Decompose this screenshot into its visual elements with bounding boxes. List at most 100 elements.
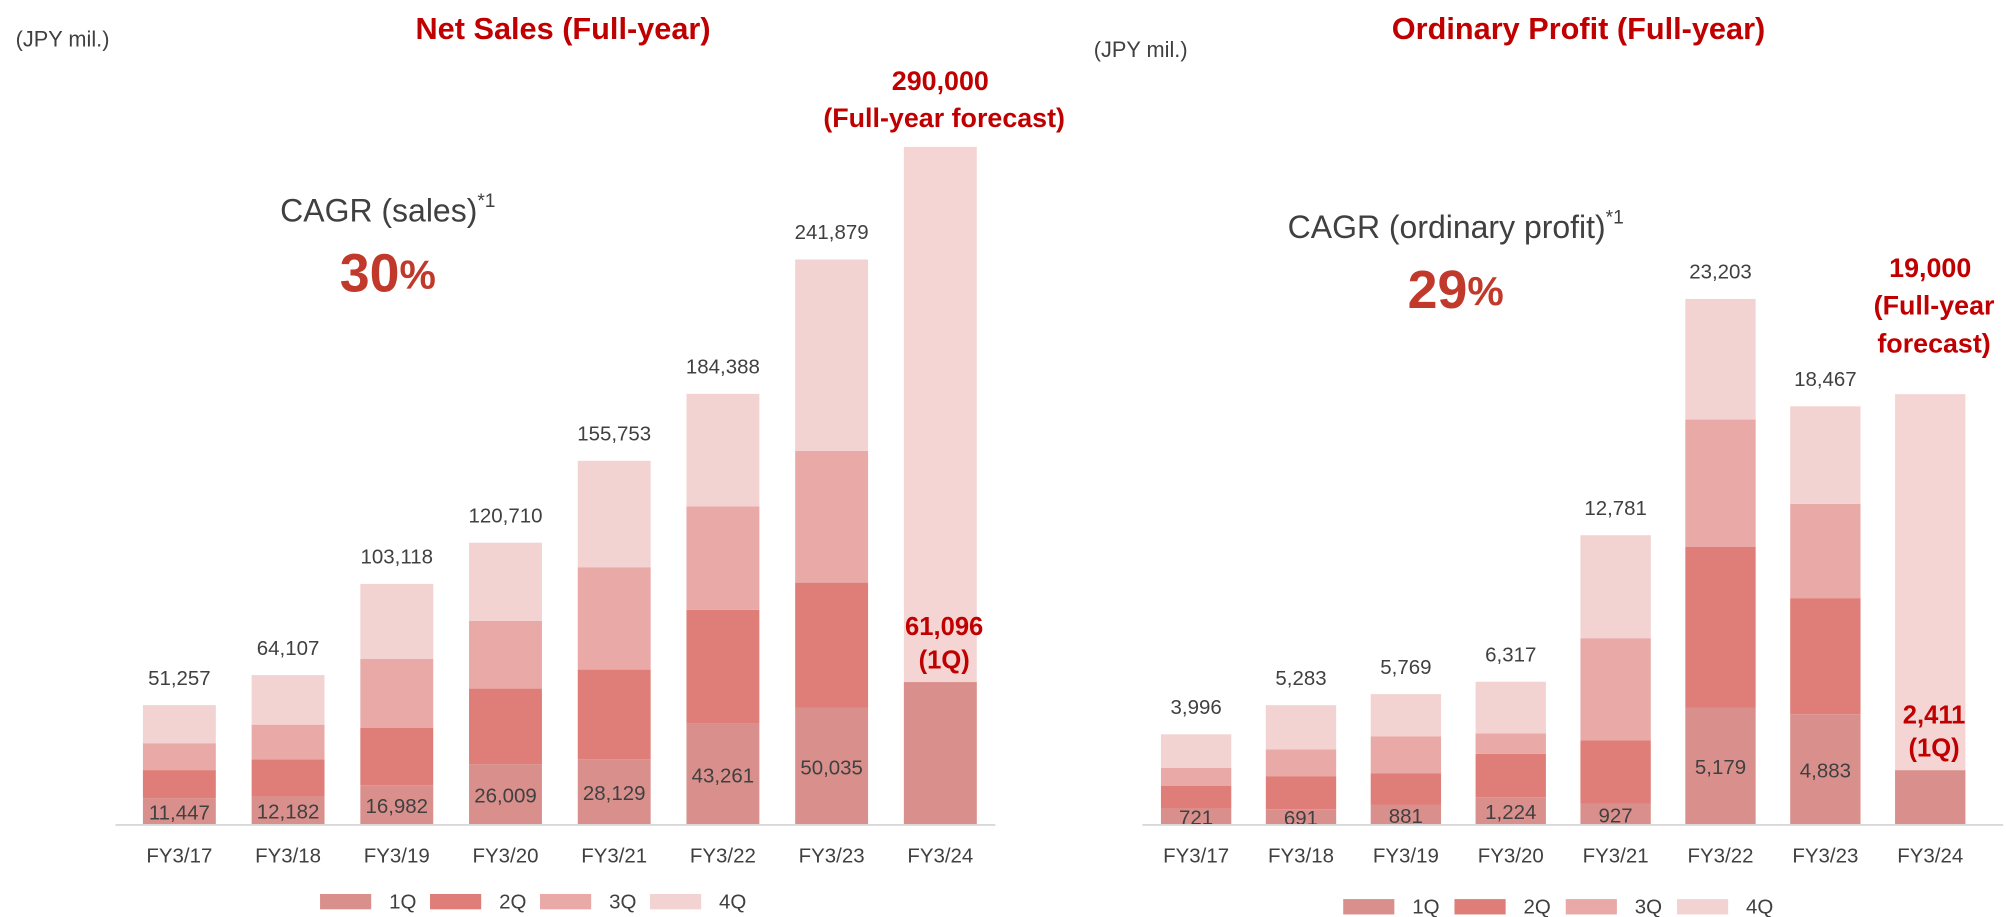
total-label: 18,467 [1794, 368, 1857, 391]
unit-label: (JPY mil.) [1094, 37, 1188, 62]
bar-segment [577, 759, 651, 825]
current-label: 2,411 [1903, 701, 1966, 729]
cagr-text: CAGR (sales) [280, 193, 477, 229]
legend-label: 2Q [499, 890, 526, 913]
x-tick-label: FY3/18 [1268, 844, 1334, 867]
bar-segment [251, 675, 325, 725]
bar-segment [1475, 753, 1546, 798]
bar-segment [1790, 598, 1861, 715]
bar-segment [1475, 681, 1546, 734]
cagr-value: 29% [1408, 260, 1504, 320]
bar-segment [1580, 638, 1651, 741]
cagr-label: CAGR (sales)*1 [280, 191, 495, 229]
segment-label: 927 [1599, 804, 1633, 827]
legend-label: 4Q [1746, 895, 1773, 917]
forecast-note: (Full-year [1874, 290, 1995, 320]
bar-segment [795, 450, 869, 583]
bar-segment [1580, 535, 1651, 639]
legend-label: 4Q [719, 890, 746, 913]
chart-title: Net Sales (Full-year) [416, 11, 711, 46]
bar-segment [1790, 503, 1861, 599]
legend-label: 1Q [389, 890, 416, 913]
segment-label: 721 [1179, 807, 1213, 830]
current-note: (1Q) [919, 646, 970, 674]
bar-segment [251, 796, 325, 825]
bar-segment [1370, 773, 1442, 805]
bar-segment [1475, 797, 1546, 825]
bar-segment [577, 669, 651, 760]
cagr-note: *1 [477, 191, 495, 212]
segment-label: 881 [1389, 805, 1423, 828]
bar-segment [1685, 419, 1756, 547]
bar-segment [251, 759, 325, 797]
legend-swatch [1565, 899, 1617, 915]
bar-segment [469, 620, 542, 689]
forecast-note: forecast) [1877, 329, 1990, 359]
x-tick-label: FY3/24 [1897, 844, 1963, 867]
total-label: 23,203 [1689, 261, 1752, 284]
segment-label: 4,883 [1800, 760, 1851, 783]
x-tick-label: FY3/23 [799, 844, 865, 867]
segment-label: 43,261 [692, 764, 755, 787]
bar-segment [360, 583, 434, 659]
segment-label: 12,182 [257, 801, 320, 824]
legend-swatch [1343, 899, 1395, 915]
legend-swatch [650, 893, 702, 910]
bar-segment [577, 567, 651, 670]
segment-label: 1,224 [1485, 801, 1536, 824]
segment-label: 28,129 [583, 782, 646, 805]
total-label: 103,118 [361, 546, 433, 569]
cagr-unit: % [400, 251, 436, 297]
bar-segment [903, 682, 977, 825]
bar-segment [577, 460, 651, 568]
bar-segment [1790, 406, 1861, 504]
x-tick-label: FY3/19 [1373, 844, 1439, 867]
x-tick-label: FY3/19 [364, 844, 430, 867]
total-label: 184,388 [686, 356, 760, 379]
forecast-note: (Full-year forecast) [823, 103, 1065, 133]
bar-segment [360, 785, 434, 825]
current-label: 61,096 [905, 613, 983, 641]
segment-label: 11,447 [149, 801, 210, 824]
total-label: 12,781 [1584, 497, 1647, 520]
bar-segment [1370, 694, 1442, 737]
total-label: 155,753 [577, 423, 651, 446]
total-label: 51,257 [148, 667, 211, 690]
cagr-unit: % [1467, 268, 1503, 314]
bar-segment [686, 723, 760, 825]
forecast-label: 19,000 [1889, 253, 1971, 283]
total-label: 64,107 [257, 637, 320, 660]
bar-segment [1580, 740, 1651, 804]
segment-label: 16,982 [366, 795, 429, 818]
bar-segment [1160, 785, 1232, 809]
legend-label: 1Q [1412, 895, 1439, 917]
bar-segment [795, 259, 869, 451]
bar-segment [1160, 767, 1232, 786]
bar-segment [360, 658, 434, 728]
legend-swatch [1677, 899, 1729, 915]
bar-segment [686, 506, 760, 610]
bar-segment [142, 770, 216, 799]
x-tick-label: FY3/22 [690, 844, 756, 867]
cagr-number: 29 [1408, 260, 1468, 320]
x-tick-label: FY3/23 [1792, 844, 1858, 867]
x-tick-label: FY3/24 [907, 844, 973, 867]
x-tick-label: FY3/21 [581, 844, 647, 867]
bar-segment [1265, 705, 1337, 750]
legend-label: 3Q [609, 890, 636, 913]
bar-segment [142, 743, 216, 771]
bar-segment [1685, 546, 1756, 708]
legend-swatch [430, 893, 482, 910]
total-label: 5,769 [1380, 656, 1431, 679]
bar-segment [360, 727, 434, 786]
chart-title: Ordinary Profit (Full-year) [1392, 11, 1765, 46]
total-label: 241,879 [795, 221, 869, 244]
segment-label: 50,035 [800, 756, 863, 779]
bar-segment [1160, 734, 1232, 768]
forecast-label: 290,000 [892, 66, 989, 96]
x-tick-label: FY3/20 [473, 844, 539, 867]
bar-segment [1790, 714, 1861, 825]
bar-segment [1580, 803, 1651, 825]
forecast-bar [1895, 394, 1966, 825]
